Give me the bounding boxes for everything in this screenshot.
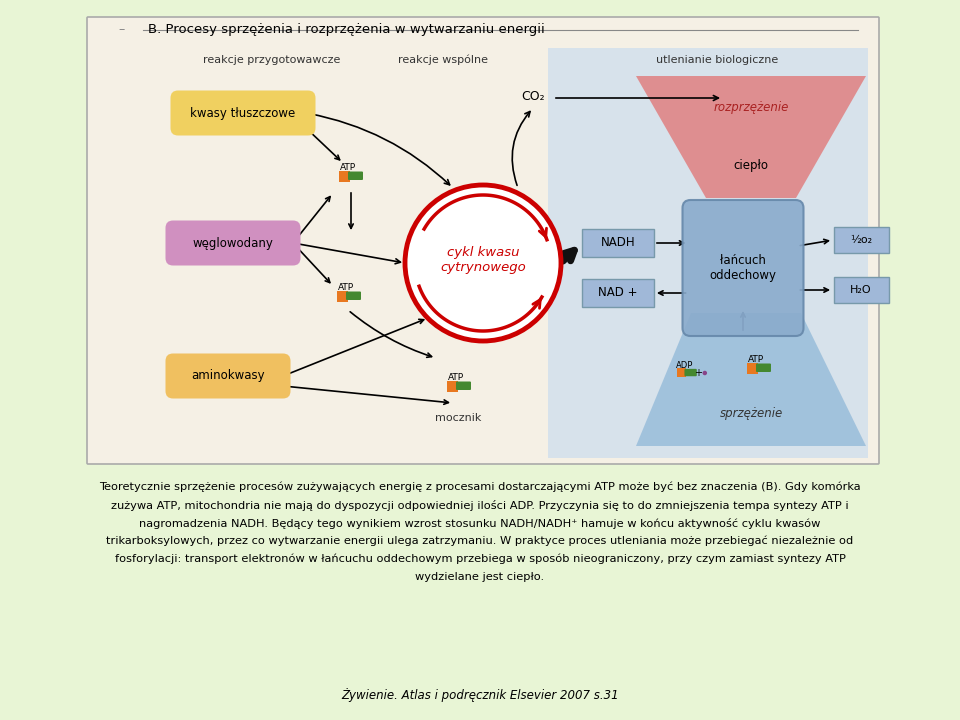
Text: cykl kwasu
cytrynowego: cykl kwasu cytrynowego <box>440 246 526 274</box>
Polygon shape <box>636 76 866 198</box>
FancyBboxPatch shape <box>87 17 879 464</box>
FancyBboxPatch shape <box>683 200 804 336</box>
Text: kwasy tłuszczowe: kwasy tłuszczowe <box>190 107 296 120</box>
FancyBboxPatch shape <box>456 382 471 390</box>
FancyBboxPatch shape <box>348 171 363 180</box>
Text: fosforylacji: transport elektronów w łańcuchu oddechowym przebiega w sposób nieo: fosforylacji: transport elektronów w łań… <box>114 554 846 564</box>
Text: ciepło: ciepło <box>733 160 769 173</box>
FancyBboxPatch shape <box>833 227 889 253</box>
Bar <box>337 290 348 302</box>
Text: ATP: ATP <box>448 372 464 382</box>
Text: H₂O: H₂O <box>851 285 872 295</box>
Circle shape <box>405 185 561 341</box>
FancyBboxPatch shape <box>165 220 300 266</box>
Text: wydzielane jest ciepło.: wydzielane jest ciepło. <box>416 572 544 582</box>
Text: łańcuch
oddechowy: łańcuch oddechowy <box>709 254 777 282</box>
Text: utlenianie biologiczne: utlenianie biologiczne <box>656 55 779 65</box>
Text: węglowodany: węglowodany <box>193 236 274 250</box>
Bar <box>677 368 685 377</box>
Bar <box>747 362 758 374</box>
Text: CO₂: CO₂ <box>521 89 545 102</box>
Text: NADH: NADH <box>601 236 636 250</box>
Text: Żywienie. Atlas i podręcznik Elsevier 2007 s.31: Żywienie. Atlas i podręcznik Elsevier 20… <box>341 688 619 702</box>
Text: ½o₂: ½o₂ <box>850 235 872 245</box>
Bar <box>339 171 350 181</box>
Circle shape <box>703 371 708 375</box>
Text: ATP: ATP <box>338 282 354 292</box>
FancyBboxPatch shape <box>833 277 889 303</box>
FancyBboxPatch shape <box>582 229 654 257</box>
Text: –: – <box>118 24 124 37</box>
Polygon shape <box>636 313 866 446</box>
Bar <box>447 380 458 392</box>
Bar <box>548 48 868 458</box>
Text: aminokwasy: aminokwasy <box>191 369 265 382</box>
Text: ADP: ADP <box>676 361 694 370</box>
FancyBboxPatch shape <box>171 91 316 135</box>
Text: reakcje wspólne: reakcje wspólne <box>398 55 488 66</box>
Text: NAD +: NAD + <box>598 287 637 300</box>
Text: ATP: ATP <box>748 354 764 364</box>
Text: ATP: ATP <box>340 163 356 171</box>
Text: trikarboksylowych, przez co wytwarzanie energii ulega zatrzymaniu. W praktyce pr: trikarboksylowych, przez co wytwarzanie … <box>107 536 853 546</box>
FancyBboxPatch shape <box>756 364 771 372</box>
Text: B. Procesy sprzężenia i rozprzężenia w wytwarzaniu energii: B. Procesy sprzężenia i rozprzężenia w w… <box>148 24 544 37</box>
Text: Teoretycznie sprzężenie procesów zużywających energię z procesami dostarczającym: Teoretycznie sprzężenie procesów zużywaj… <box>99 482 861 492</box>
Text: zużywa ATP, mitochondria nie mają do dyspozycji odpowiedniej ilości ADP. Przyczy: zużywa ATP, mitochondria nie mają do dys… <box>111 500 849 511</box>
Text: reakcje przygotowawcze: reakcje przygotowawcze <box>203 55 341 65</box>
FancyBboxPatch shape <box>346 292 361 300</box>
Text: +: + <box>694 368 703 378</box>
FancyBboxPatch shape <box>582 279 654 307</box>
Text: rozprzężenie: rozprzężenie <box>713 102 789 114</box>
Text: sprzężenie: sprzężenie <box>719 407 782 420</box>
FancyBboxPatch shape <box>684 369 697 377</box>
Text: nagromadzenia NADH. Będący tego wynikiem wzrost stosunku NADH/NADH⁺ hamuje w koń: nagromadzenia NADH. Będący tego wynikiem… <box>139 518 821 529</box>
FancyBboxPatch shape <box>165 354 291 398</box>
Text: mocznik: mocznik <box>435 413 481 423</box>
